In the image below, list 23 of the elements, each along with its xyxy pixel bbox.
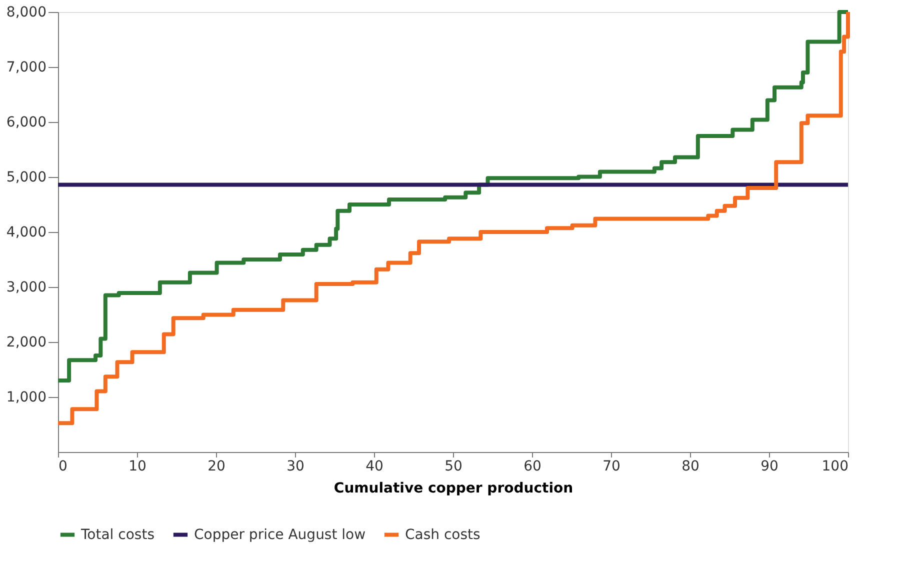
y-tick-label: 6,000 bbox=[6, 114, 46, 130]
legend-label: Cash costs bbox=[405, 526, 480, 543]
x-tick-label: 80 bbox=[682, 458, 700, 474]
y-tick-label: 2,000 bbox=[6, 334, 46, 350]
x-tick-label: 10 bbox=[128, 458, 146, 474]
x-tick-label: 0 bbox=[58, 458, 68, 474]
y-tick-label: 5,000 bbox=[6, 170, 46, 186]
x-tick-label: 70 bbox=[602, 458, 620, 474]
y-tick-label: 1,000 bbox=[6, 390, 46, 406]
x-axis-title: Cumulative copper production bbox=[334, 480, 574, 496]
legend-label: Total costs bbox=[80, 526, 154, 543]
x-tick-label: 60 bbox=[524, 458, 542, 474]
x-tick-label: 20 bbox=[208, 458, 226, 474]
x-tick-label: 100 bbox=[822, 458, 848, 474]
y-tick-label: 7,000 bbox=[6, 60, 46, 76]
x-tick-label: 90 bbox=[760, 458, 778, 474]
x-tick-label: 30 bbox=[286, 458, 304, 474]
x-tick-label: 40 bbox=[366, 458, 384, 474]
y-tick-label: 3,000 bbox=[6, 280, 46, 296]
x-tick-label: 50 bbox=[444, 458, 462, 474]
y-tick-label: 8,000 bbox=[6, 4, 46, 20]
y-tick-label: 4,000 bbox=[6, 224, 46, 240]
legend-label: Copper price August low bbox=[194, 526, 366, 543]
